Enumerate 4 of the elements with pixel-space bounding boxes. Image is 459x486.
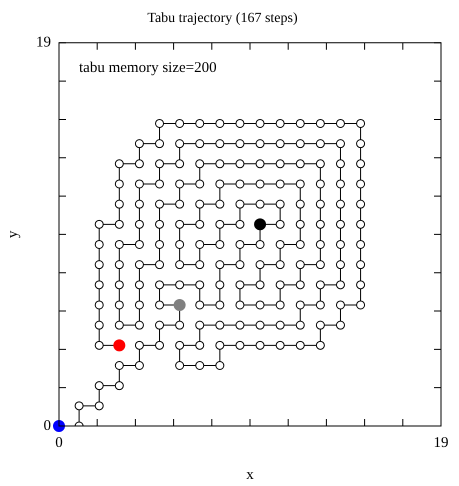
annotation: tabu memory size=200	[79, 60, 217, 76]
y-axis-title: y	[4, 230, 21, 238]
chart-title: Tabu trajectory (167 steps)	[147, 11, 298, 26]
x-axis-title: x	[246, 466, 254, 483]
